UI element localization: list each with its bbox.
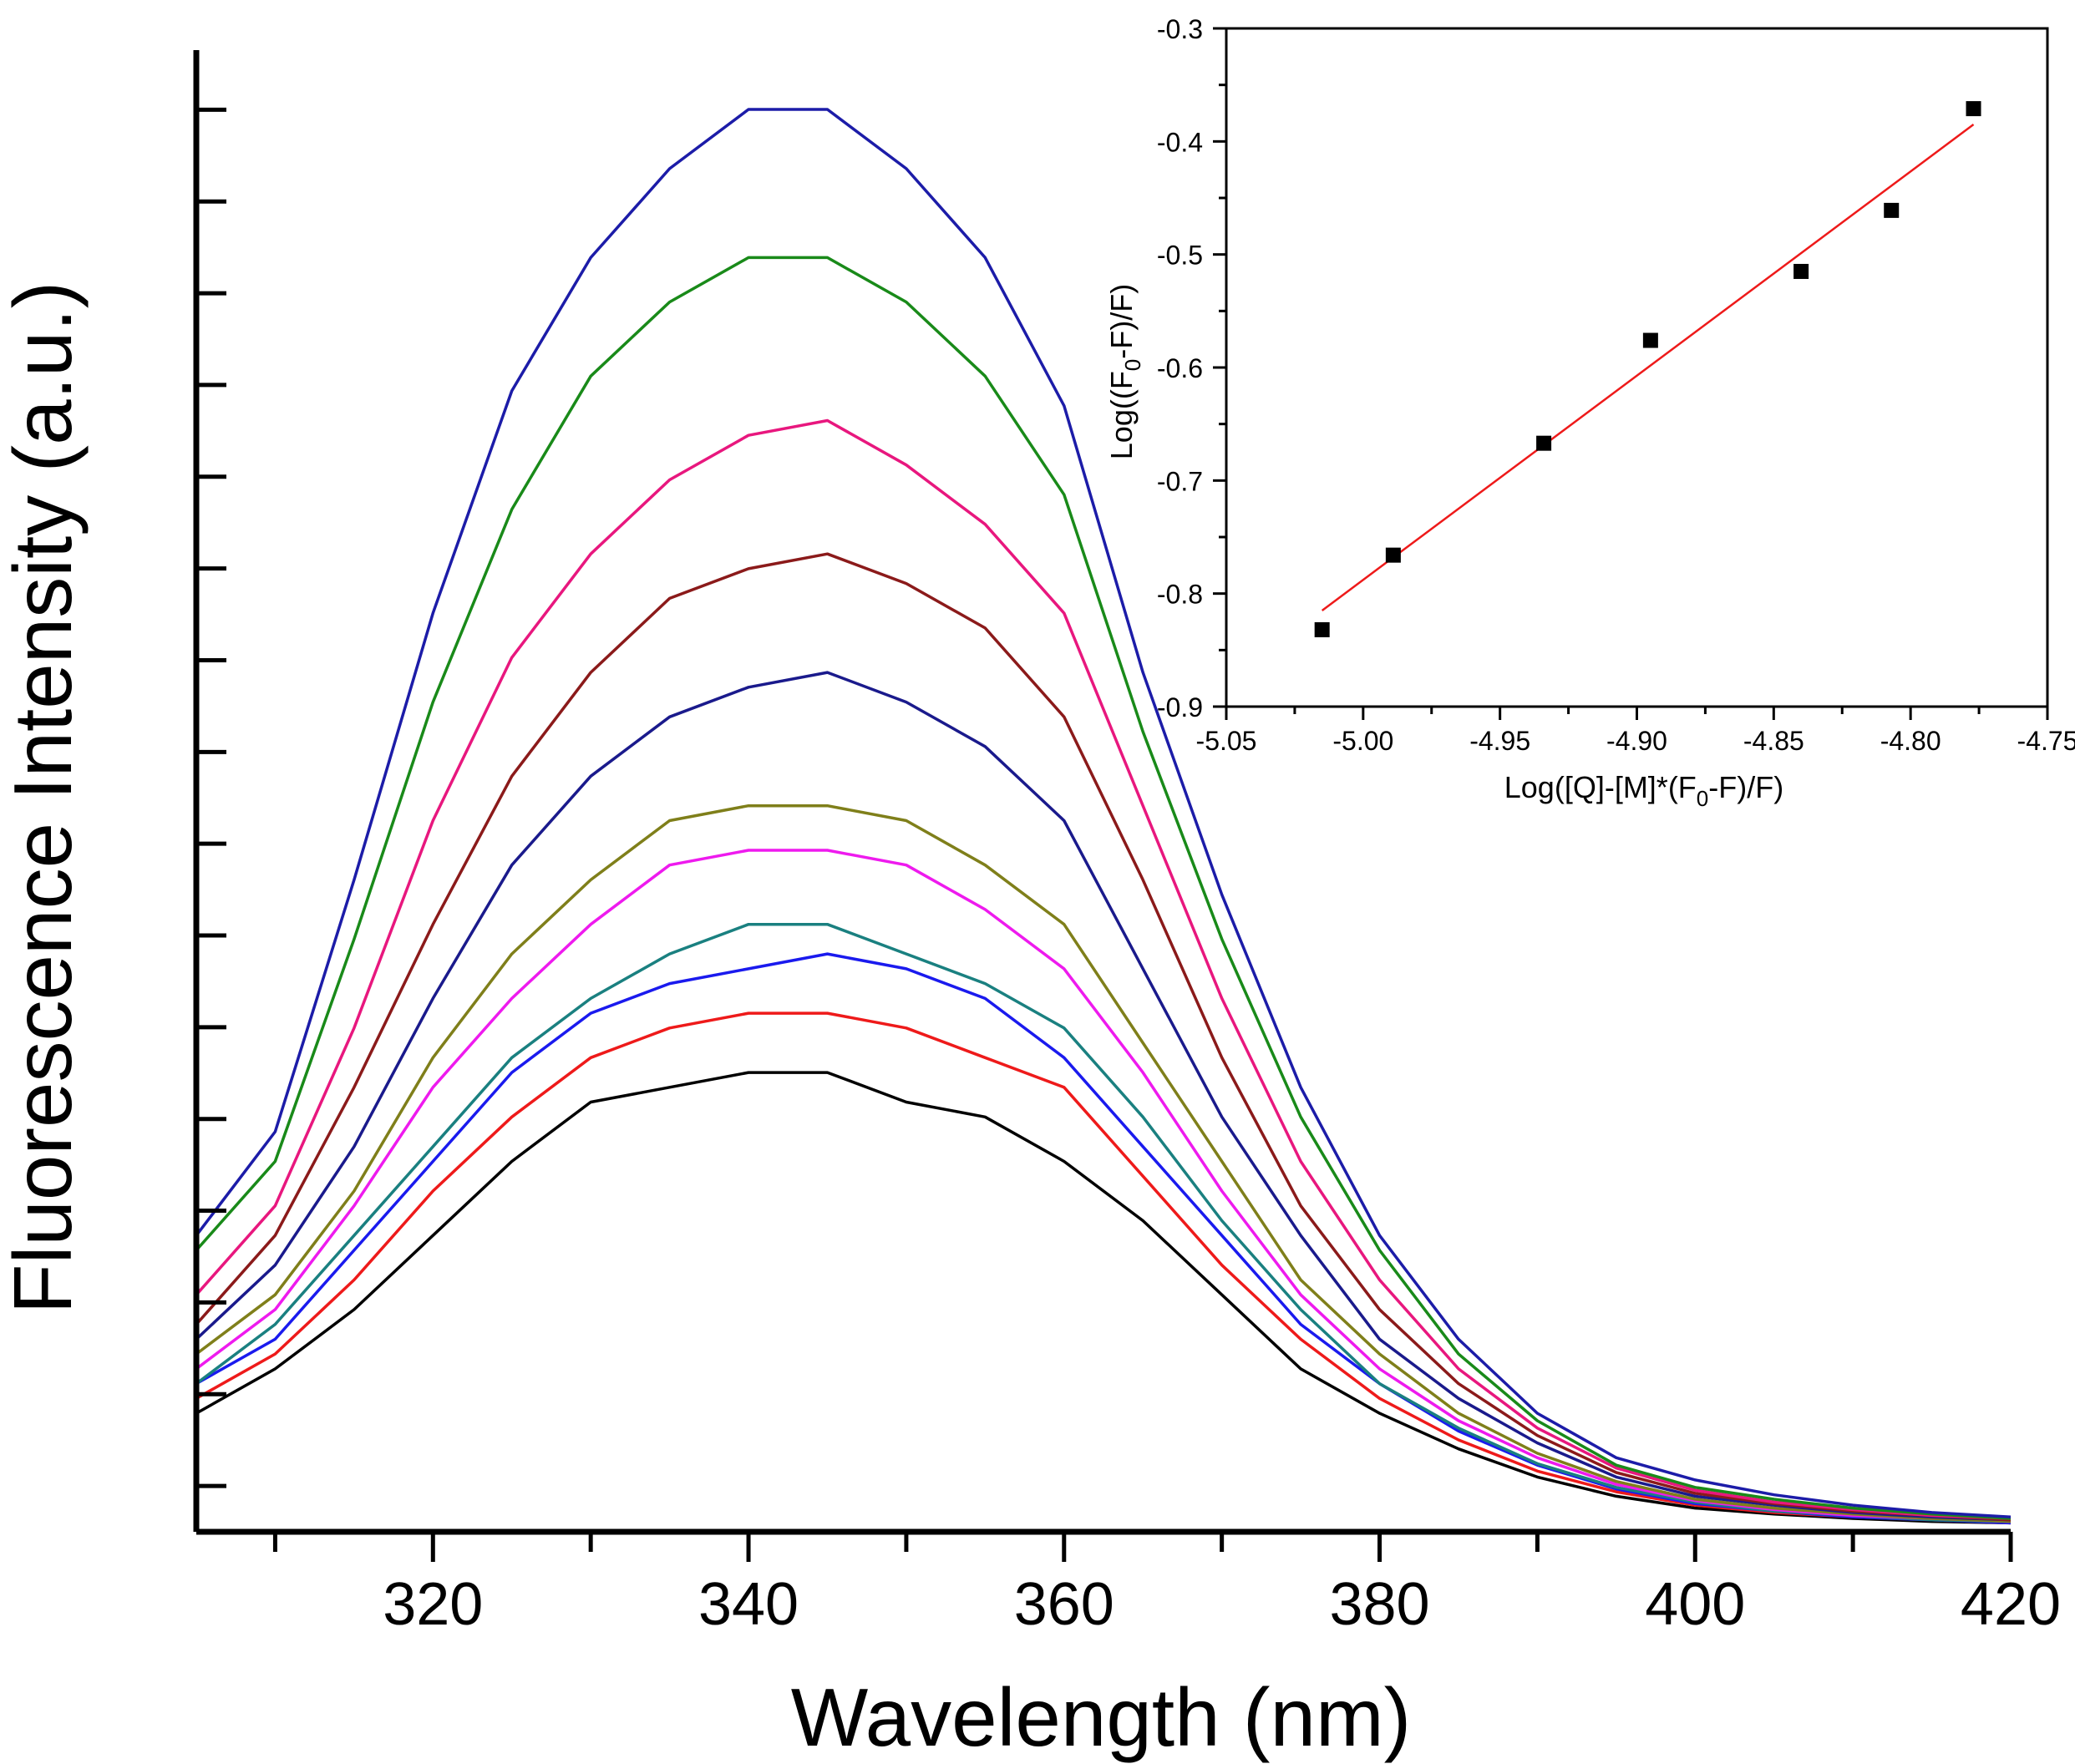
main-x-tick-label: 360 [1014,1571,1114,1638]
inset-y-axis-label: Log((F0-F)/F) [1104,284,1145,459]
main-x-tick-label: 380 [1329,1571,1429,1638]
main-y-axis-label: Fluorescence Intensity (a.u.) [0,281,89,1314]
spectrum-line-8 [195,922,2012,1523]
inset-x-tick-label: -5.05 [1196,726,1257,756]
main-x-tick-label: 340 [698,1571,799,1638]
inset-x-tick-label: -4.90 [1606,726,1667,756]
spectrum-line-10 [195,1011,2012,1525]
inset-y-tick-label: -0.8 [1157,580,1203,610]
spectrum-line-9 [195,952,2012,1525]
inset-data-point [1793,263,1809,279]
inset-data-point [1314,621,1330,637]
main-x-tick-labels: 320 340 360 380 400 420 [383,1571,2061,1638]
spectrum-line-11 [195,1071,2012,1525]
main-x-tick-label: 420 [1961,1571,2061,1638]
inset-y-tick-label: -0.7 [1157,466,1203,496]
inset-y-tick-label: -0.4 [1157,127,1203,157]
inset-axes [1213,27,2049,720]
inset-x-tick-label: -4.85 [1743,726,1804,756]
inset-background [1226,28,2047,707]
inset-x-tick-label: -4.75 [2017,726,2075,756]
inset-fit-line [1321,124,1975,611]
inset-y-tick-label: -0.6 [1157,353,1203,383]
spectrum-line-4 [195,552,2012,1522]
inset-y-tick-label: -0.9 [1157,692,1203,722]
spectrum-line-6 [195,803,2012,1523]
spectrum-line-3 [195,418,2012,1520]
inset-x-axis-label: Log([Q]-[M]*(F0-F)/F) [1504,770,1783,811]
spectrum-line-2 [195,256,2012,1520]
inset-x-tick-label: -4.95 [1469,726,1530,756]
main-x-tick-label: 320 [383,1571,483,1638]
inset-data-point [1884,202,1900,218]
inset-fit-line-group [1321,124,1975,611]
inset-y-tick-label: -0.3 [1157,14,1203,44]
inset-data-point [1536,435,1552,451]
inset-x-tick-label: -5.00 [1332,726,1393,756]
main-x-tick-label: 400 [1645,1571,1745,1638]
main-axes [193,50,2013,1562]
inset-y-tick-label: -0.5 [1157,241,1203,271]
inset-data-point [1385,547,1401,563]
inset-points-group [1314,101,1981,637]
inset-data-point [1966,101,1981,117]
spectrum-line-5 [195,671,2012,1522]
inset-data-point [1642,332,1658,348]
spectrum-line-1 [195,108,2012,1519]
inset-tick-labels: -5.05 -5.00 -4.95 -4.90 -4.85 -4.80 -4.75 -0.3 -… [1157,14,2075,756]
main-plot: 320 340 360 380 400 420 Wavelength (nm) Fluor… [0,50,2061,1763]
main-x-axis-label: Wavelength (nm) [791,1671,1412,1763]
inset-plot: -5.05 -5.00 -4.95 -4.90 -4.85 -4.80 -4.75 -0.3 -… [1104,14,2075,811]
main-series-group [195,108,2012,1525]
inset-x-tick-label: -4.80 [1880,726,1941,756]
spectrum-line-7 [195,849,2012,1523]
